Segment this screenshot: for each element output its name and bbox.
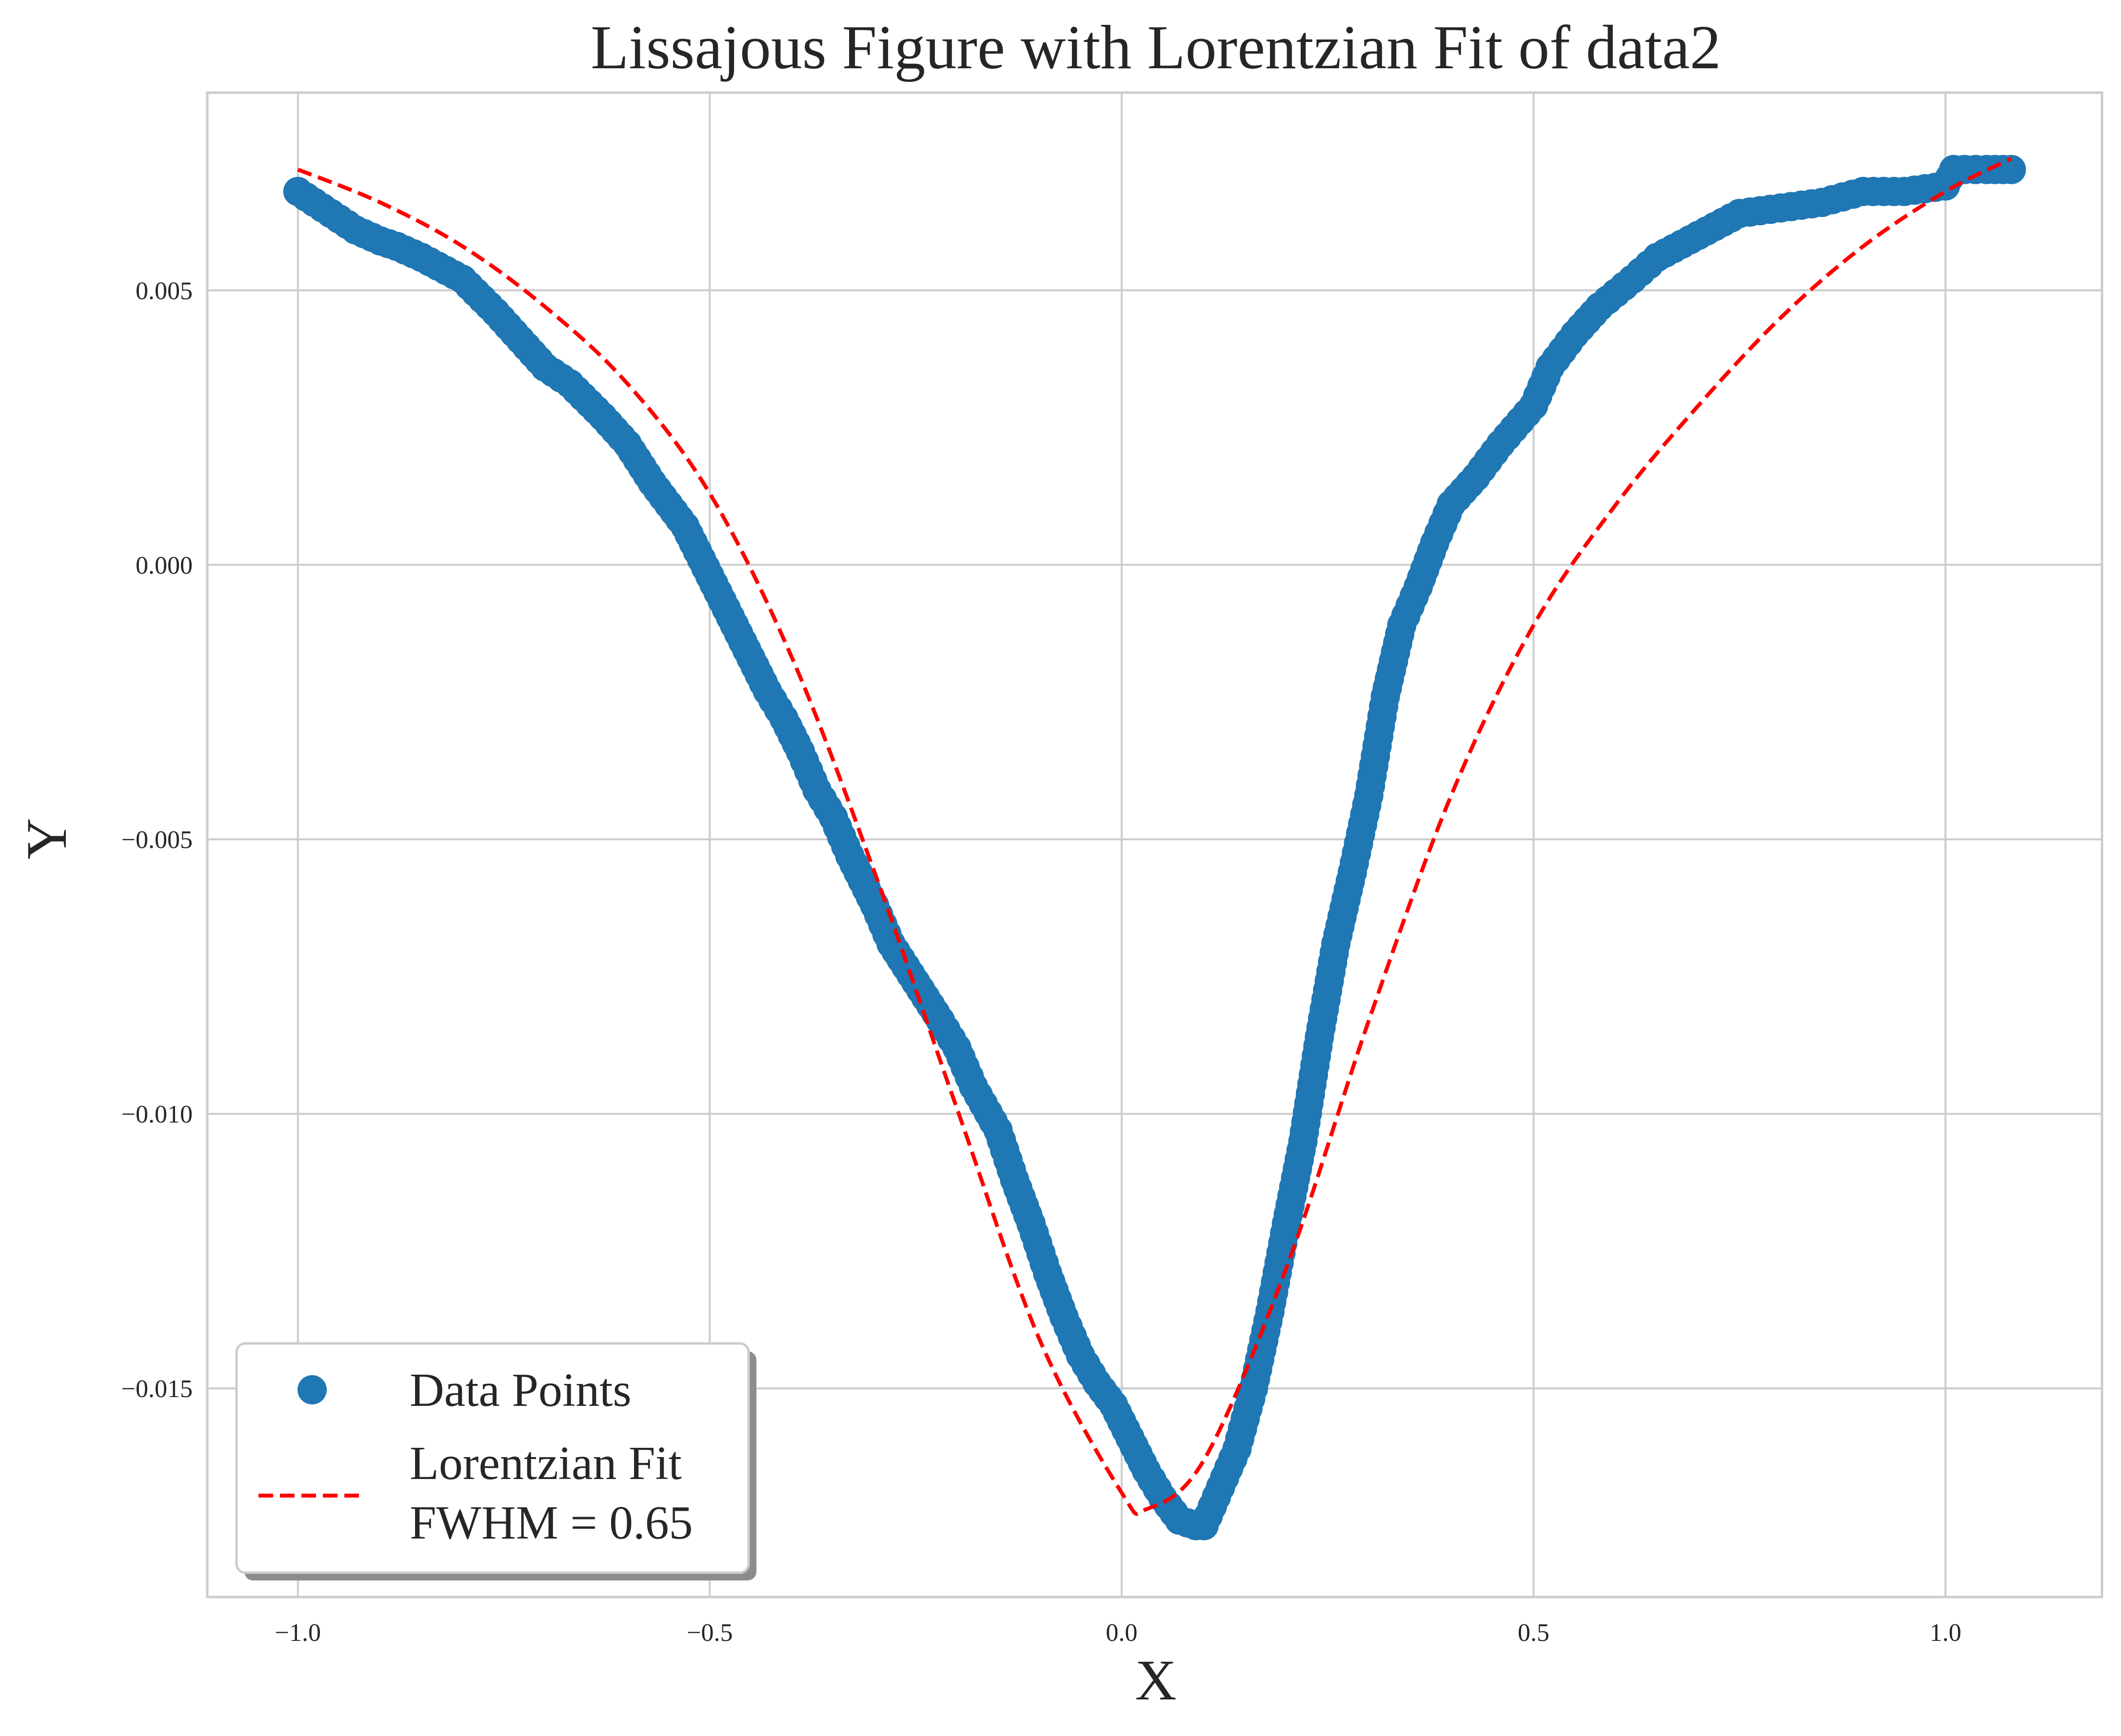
y-tick-label: −0.010 [121,1101,193,1128]
legend-marker-data-points [297,1375,327,1404]
y-tick-label: −0.015 [121,1375,193,1403]
x-tick-label: 1.0 [1930,1619,1962,1647]
tick-labels: −1.0 −0.5 0.0 0.5 1.0 0.005 0.000 −0.005 −0.010 −… [121,277,1962,1647]
data-point [1997,155,2026,184]
y-tick-label: 0.000 [136,552,193,579]
y-tick-label: 0.005 [136,277,193,305]
legend-label-fit-line1: Lorentzian Fit [410,1437,682,1490]
legend-label-data-points: Data Points [410,1364,632,1417]
x-tick-label: 0.0 [1106,1619,1137,1647]
chart-title: Lissajous Figure with Lorentzian Fit of … [591,13,1721,82]
x-tick-label: −0.5 [687,1619,733,1647]
x-tick-label: −1.0 [275,1619,321,1647]
fit-line [297,157,2012,1516]
legend: Data Points Lorentzian Fit FWHM = 0.65 [235,1342,756,1580]
legend-box [235,1342,750,1574]
data-series [283,155,2026,1540]
x-axis-title: X [1135,1648,1176,1712]
grid [207,93,2102,1597]
y-axis-title: Y [15,818,79,859]
plot-frame [206,91,2103,1598]
x-tick-label: 0.5 [1518,1619,1549,1647]
y-tick-label: −0.005 [121,826,193,854]
legend-label-fit-line2: FWHM = 0.65 [410,1497,693,1549]
